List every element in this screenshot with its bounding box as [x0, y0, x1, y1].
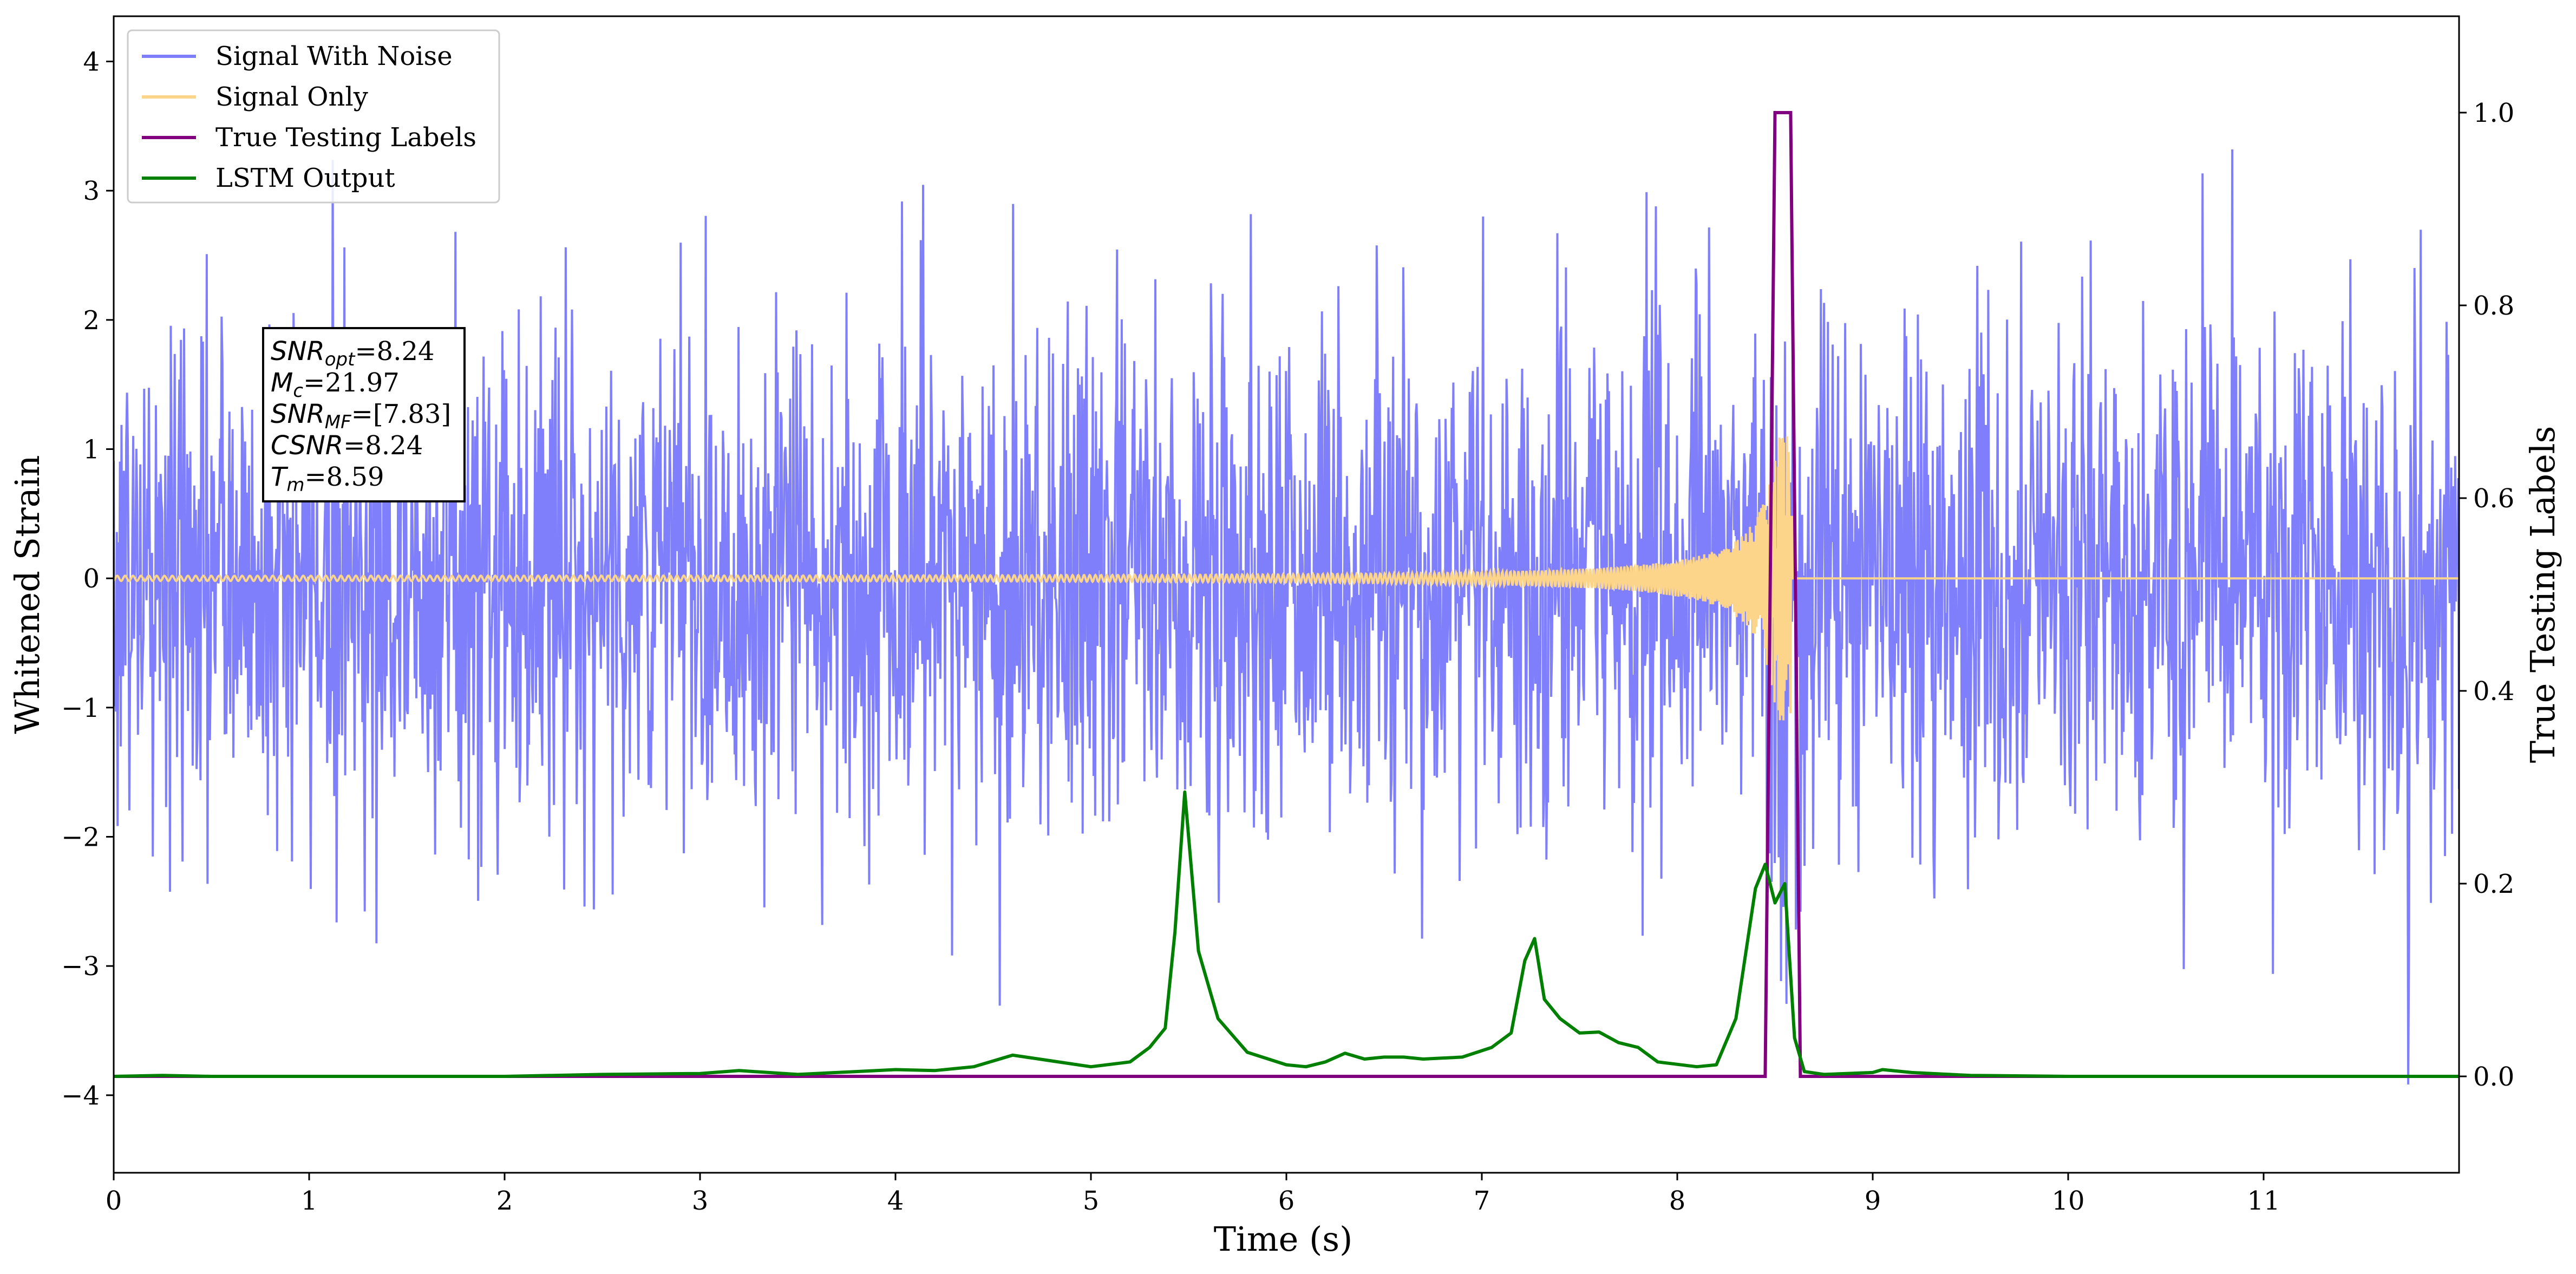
x-tick-label: 10: [2051, 1186, 2084, 1216]
y-tick-label: 0: [83, 564, 100, 594]
legend-label: LSTM Output: [215, 163, 395, 193]
x-tick-label: 1: [301, 1186, 318, 1216]
x-tick-label: 9: [1865, 1186, 1881, 1216]
y-tick-label: 1: [83, 435, 100, 465]
y-tick-label: 3: [83, 176, 100, 206]
series-lstm-output: [114, 790, 2459, 1078]
x-tick-label: 5: [1083, 1186, 1100, 1216]
y2-axis-label: True Testing Labels: [2523, 426, 2562, 763]
annotation-frame: [262, 327, 466, 502]
x-tick-label: 4: [887, 1186, 904, 1216]
x-tick-label: 6: [1278, 1186, 1295, 1216]
series-layer: [114, 111, 2459, 1084]
x-tick-label: 3: [692, 1186, 709, 1216]
y-axis-right: 0.0 0.2 0.4 0.6 0.8 1.0: [2459, 98, 2514, 1092]
y2-tick-label: 0.8: [2473, 291, 2514, 321]
series-signal-with-noise: [114, 149, 2459, 1084]
legend-label: Signal With Noise: [215, 41, 453, 71]
x-tick-label: 0: [106, 1186, 122, 1216]
annotation-line: CSNR=8.24: [271, 430, 423, 461]
y-tick-label: 2: [83, 305, 100, 336]
y2-tick-label: 0.4: [2473, 676, 2514, 707]
y2-tick-label: 0.2: [2473, 869, 2514, 899]
legend-label: True Testing Labels: [215, 122, 476, 153]
y-tick-label: −4: [61, 1081, 100, 1111]
annotation-box: SNRopt=8.24Mc=21.97SNRMF=[7.83]CSNR=8.24…: [262, 327, 466, 502]
y2-tick-label: 0.0: [2473, 1062, 2514, 1092]
x-tick-label: 2: [496, 1186, 513, 1216]
y-axis-label: Whitened Strain: [8, 455, 47, 734]
y-tick-label: 4: [83, 47, 100, 77]
annotation-line: Tm=8.59: [271, 462, 384, 496]
x-tick-label: 11: [2247, 1186, 2280, 1216]
annotation-line: SNRMF=[7.83]: [271, 399, 451, 433]
y-tick-label: −3: [61, 951, 100, 982]
series-true-testing-labels: [114, 111, 2459, 1078]
x-tick-label: 8: [1669, 1186, 1686, 1216]
x-axis-label: Time (s): [1214, 1219, 1353, 1259]
legend: Signal With Noise Signal Only True Testing…: [127, 29, 500, 204]
x-axis: 0 1 2 3 4 5 6 7 8 9 10 11: [106, 1173, 2280, 1216]
annotation-line: Mc=21.97: [271, 368, 400, 402]
series-signal-only: [114, 436, 2459, 721]
legend-frame: [127, 29, 500, 204]
x-tick-label: 7: [1474, 1186, 1490, 1216]
y-axis-left: −4 −3 −2 −1 0 1 2 3 4: [61, 47, 114, 1111]
y2-tick-label: 1.0: [2473, 98, 2514, 128]
y-tick-label: −2: [61, 822, 100, 852]
y2-tick-label: 0.6: [2473, 484, 2514, 514]
annotation-line: SNRopt=8.24: [271, 336, 435, 370]
y-tick-label: −1: [61, 693, 100, 723]
legend-label: Signal Only: [215, 82, 368, 112]
